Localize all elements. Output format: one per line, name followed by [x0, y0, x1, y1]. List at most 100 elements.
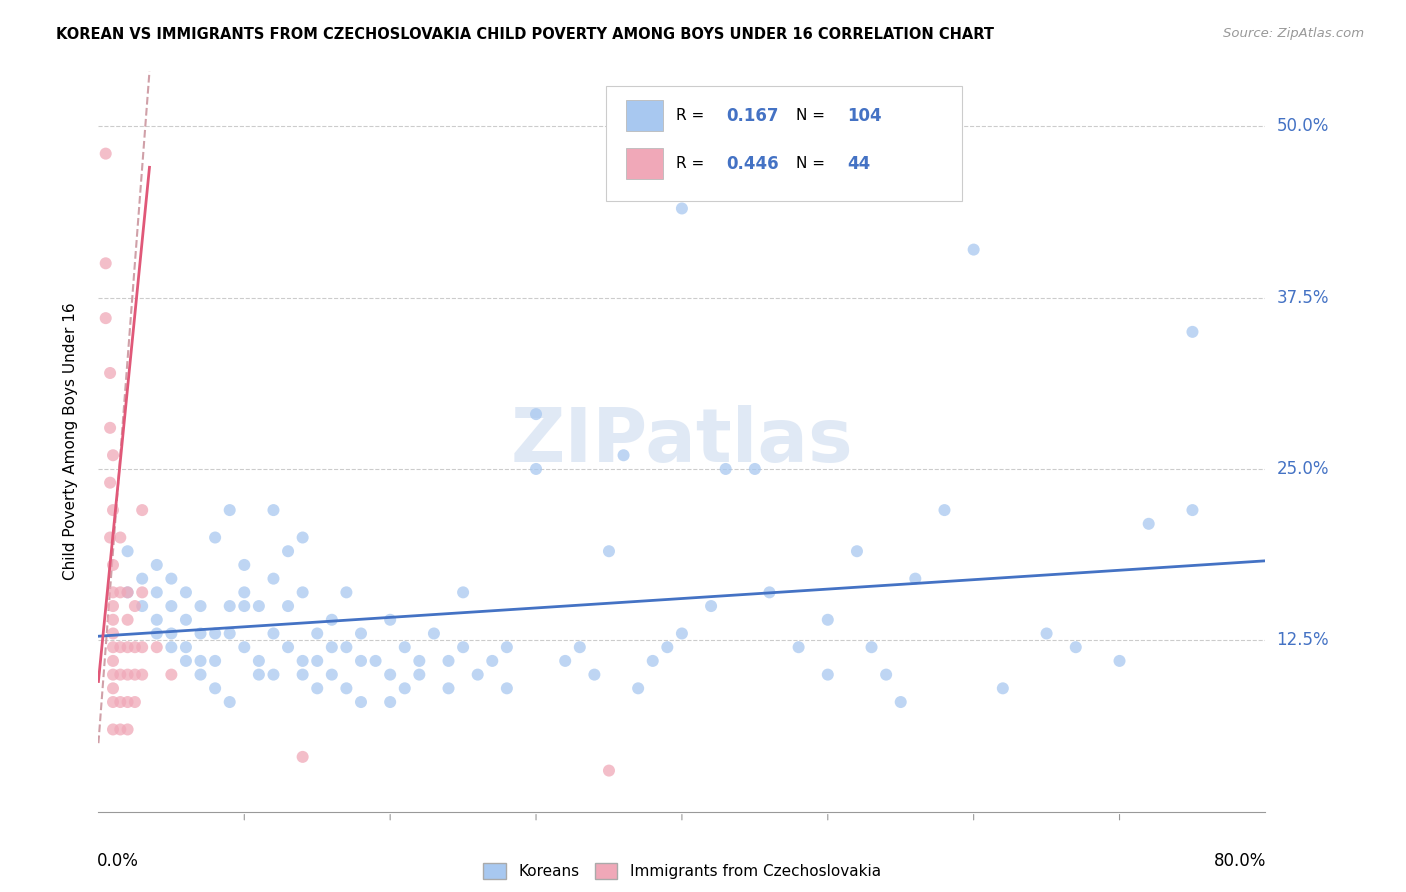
Point	[110, 695, 132, 709]
Point	[262, 503, 284, 517]
Point	[394, 640, 416, 655]
Point	[160, 626, 183, 640]
Text: 25.0%: 25.0%	[1277, 460, 1329, 478]
Point	[110, 640, 132, 655]
Point	[117, 695, 139, 709]
Point	[110, 667, 132, 681]
Text: 37.5%: 37.5%	[1277, 289, 1329, 307]
Y-axis label: Child Poverty Among Boys Under 16: Child Poverty Among Boys Under 16	[63, 302, 77, 581]
Point	[423, 626, 446, 640]
Point	[394, 681, 416, 696]
Point	[218, 599, 240, 613]
Text: R =: R =	[676, 108, 709, 123]
Point	[657, 640, 679, 655]
Point	[787, 640, 810, 655]
Point	[160, 667, 183, 681]
Point	[904, 572, 927, 586]
Point	[262, 572, 284, 586]
Point	[101, 695, 124, 709]
Point	[131, 599, 153, 613]
Text: ZIPatlas: ZIPatlas	[510, 405, 853, 478]
Text: N =: N =	[796, 156, 830, 171]
Point	[101, 723, 124, 737]
Point	[204, 654, 226, 668]
Point	[335, 585, 357, 599]
Point	[845, 544, 868, 558]
Point	[101, 626, 124, 640]
Point	[94, 311, 117, 326]
Point	[101, 448, 124, 462]
Point	[321, 613, 343, 627]
Point	[598, 764, 620, 778]
Point	[98, 531, 121, 545]
Point	[962, 243, 984, 257]
Text: 0.167: 0.167	[727, 107, 779, 125]
Point	[101, 503, 124, 517]
Point	[991, 681, 1014, 696]
Text: 0.446: 0.446	[727, 155, 779, 173]
Point	[262, 667, 284, 681]
Point	[204, 681, 226, 696]
Point	[495, 681, 517, 696]
Point	[291, 585, 314, 599]
Point	[627, 681, 650, 696]
Point	[233, 599, 256, 613]
Point	[671, 202, 693, 216]
Point	[291, 654, 314, 668]
Point	[190, 667, 212, 681]
Point	[110, 723, 132, 737]
Point	[744, 462, 766, 476]
Point	[117, 585, 139, 599]
Point	[218, 503, 240, 517]
Point	[1181, 325, 1204, 339]
Point	[277, 640, 299, 655]
Point	[247, 599, 270, 613]
Point	[131, 667, 153, 681]
Point	[146, 558, 169, 572]
Point	[146, 626, 169, 640]
Point	[117, 667, 139, 681]
Point	[495, 640, 517, 655]
Point	[350, 654, 373, 668]
Text: 80.0%: 80.0%	[1215, 853, 1267, 871]
Point	[160, 640, 183, 655]
Point	[101, 599, 124, 613]
Point	[233, 558, 256, 572]
Point	[160, 572, 183, 586]
FancyBboxPatch shape	[626, 148, 664, 179]
Point	[124, 640, 146, 655]
Point	[700, 599, 723, 613]
Text: 12.5%: 12.5%	[1277, 632, 1329, 649]
Point	[1108, 654, 1130, 668]
Point	[817, 667, 839, 681]
Point	[364, 654, 387, 668]
Point	[101, 613, 124, 627]
Text: Source: ZipAtlas.com: Source: ZipAtlas.com	[1223, 27, 1364, 40]
Point	[101, 585, 124, 599]
Point	[554, 654, 576, 668]
Point	[131, 503, 153, 517]
Point	[524, 462, 547, 476]
Point	[335, 681, 357, 696]
Point	[714, 462, 737, 476]
Point	[451, 640, 474, 655]
Point	[467, 667, 489, 681]
Point	[98, 475, 121, 490]
Point	[101, 681, 124, 696]
Point	[307, 681, 329, 696]
Point	[481, 654, 503, 668]
Point	[124, 695, 146, 709]
Point	[817, 613, 839, 627]
Point	[117, 640, 139, 655]
Point	[174, 613, 197, 627]
Point	[204, 626, 226, 640]
Point	[1035, 626, 1057, 640]
Legend: Koreans, Immigrants from Czechoslovakia: Koreans, Immigrants from Czechoslovakia	[477, 857, 887, 886]
Point	[190, 626, 212, 640]
Point	[307, 626, 329, 640]
Point	[101, 640, 124, 655]
Point	[291, 750, 314, 764]
Point	[291, 667, 314, 681]
Point	[110, 585, 132, 599]
Point	[350, 626, 373, 640]
